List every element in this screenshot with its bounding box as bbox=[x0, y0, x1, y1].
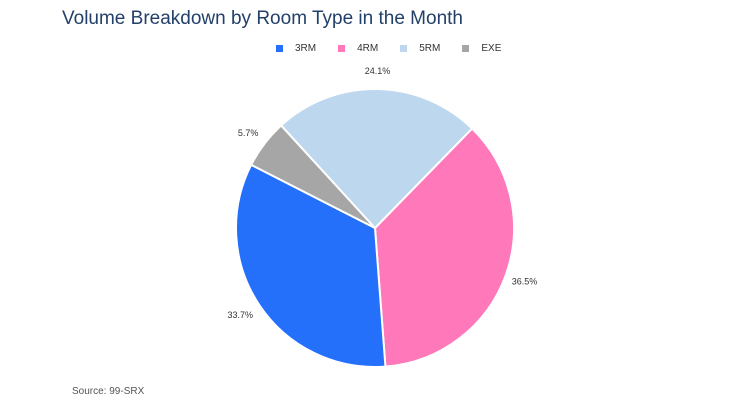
data-label-exe: 5.7% bbox=[238, 128, 259, 138]
legend-label-exe: EXE bbox=[481, 43, 502, 54]
legend-swatch-4rm bbox=[338, 45, 346, 52]
legend: 3RM 4RM 5RM EXE bbox=[276, 43, 501, 54]
data-label-5rm: 24.1% bbox=[365, 66, 391, 76]
legend-swatch-exe bbox=[462, 45, 470, 52]
pie-slice-4rm bbox=[373, 127, 515, 368]
legend-label-3rm: 3RM bbox=[295, 43, 317, 54]
legend-label-5rm: 5RM bbox=[419, 43, 441, 54]
legend-item-3rm: 3RM bbox=[276, 43, 316, 54]
legend-item-4rm: 4RM bbox=[338, 43, 378, 54]
legend-label-4rm: 4RM bbox=[357, 43, 379, 54]
pie-slice-5rm bbox=[279, 88, 474, 230]
legend-swatch-3rm bbox=[276, 45, 283, 52]
data-label-4rm: 36.5% bbox=[512, 277, 538, 287]
legend-swatch-5rm bbox=[400, 45, 408, 52]
chart-title: Volume Breakdown by Room Type in the Mon… bbox=[62, 8, 463, 29]
legend-item-5rm: 5RM bbox=[400, 43, 440, 54]
source-note: Source: 99-SRX bbox=[72, 386, 145, 397]
legend-item-exe: EXE bbox=[462, 43, 501, 54]
data-label-3rm: 33.7% bbox=[228, 310, 254, 320]
